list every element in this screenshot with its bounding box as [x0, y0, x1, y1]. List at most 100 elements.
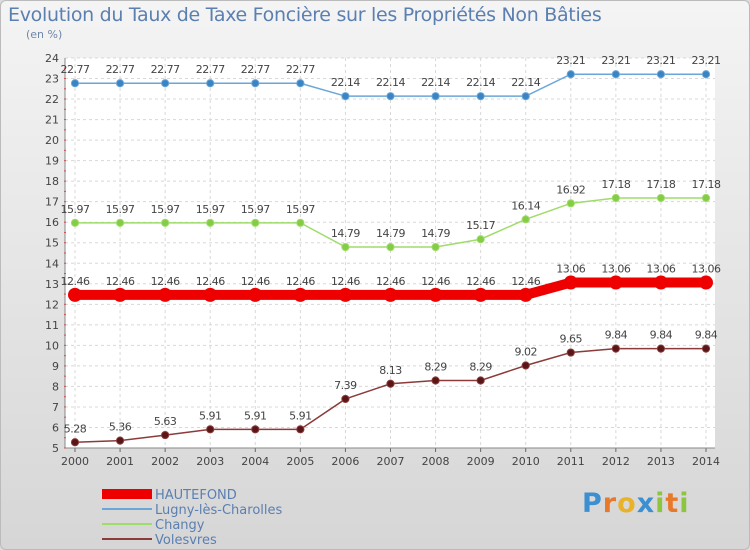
data-point [521, 361, 530, 370]
logo-letter: i [655, 488, 666, 519]
x-tick-label: 2011 [557, 455, 585, 468]
data-label: 22.14 [421, 76, 450, 89]
y-tick-label: 24 [45, 52, 59, 65]
data-point [158, 287, 173, 302]
data-label: 5.63 [154, 415, 177, 428]
data-label: 22.14 [466, 76, 495, 89]
data-label: 12.46 [151, 275, 180, 288]
data-label: 17.18 [646, 178, 675, 191]
data-point [431, 92, 440, 101]
data-point [566, 199, 575, 208]
data-point [341, 242, 350, 252]
proxiti-logo: Proxiti [582, 488, 690, 519]
data-label: 12.46 [106, 275, 135, 288]
data-point [113, 287, 128, 302]
data-label: 8.29 [424, 360, 447, 373]
data-point [341, 394, 350, 404]
x-tick-label: 2013 [647, 455, 675, 468]
data-label: 22.77 [61, 63, 90, 76]
x-tick-label: 2007 [377, 455, 405, 468]
data-label: 17.18 [692, 178, 721, 191]
data-label: 5.28 [64, 422, 87, 435]
data-point [611, 344, 620, 353]
data-point [518, 287, 533, 302]
data-label: 15.17 [466, 219, 495, 232]
data-point [521, 92, 530, 101]
data-point [701, 344, 711, 353]
x-tick-label: 2008 [422, 455, 450, 468]
data-point [68, 287, 82, 302]
data-point [161, 430, 170, 440]
data-label: 22.77 [106, 63, 135, 76]
data-point [701, 70, 711, 79]
x-tick-label: 2010 [512, 455, 540, 468]
logo-letter: r [602, 488, 618, 519]
data-label: 9.84 [650, 329, 673, 342]
data-point [386, 92, 395, 101]
data-point [431, 376, 440, 385]
data-point [476, 376, 485, 385]
data-label: 22.14 [376, 76, 405, 89]
x-tick-label: 2001 [106, 455, 134, 468]
data-label: 12.46 [61, 275, 90, 288]
data-label: 14.79 [331, 227, 360, 240]
y-tick-label: 20 [45, 134, 59, 147]
data-label: 15.97 [61, 203, 90, 216]
data-point [608, 275, 623, 290]
x-tick-label: 2014 [692, 455, 720, 468]
data-label: 13.06 [646, 263, 675, 276]
data-label: 12.46 [331, 275, 360, 288]
data-point [206, 425, 215, 434]
data-label: 12.46 [421, 275, 450, 288]
data-point [431, 242, 440, 252]
data-point [476, 235, 485, 244]
data-label: 23.21 [601, 54, 630, 67]
y-tick-label: 23 [45, 73, 59, 86]
data-label: 8.29 [469, 360, 492, 373]
logo-letter: x [636, 488, 656, 519]
data-label: 22.14 [331, 76, 360, 89]
x-tick-label: 2006 [331, 455, 359, 468]
data-point [296, 425, 305, 434]
y-tick-label: 22 [45, 93, 59, 106]
data-label: 14.79 [421, 227, 450, 240]
chart-subtitle: (en %) [26, 28, 63, 41]
data-label: 5.91 [244, 409, 267, 422]
data-point [566, 70, 575, 79]
logo-letter: o [617, 488, 637, 519]
y-tick-label: 21 [45, 114, 59, 127]
data-label: 9.84 [605, 329, 628, 342]
data-label: 23.21 [692, 54, 721, 67]
data-label: 22.77 [196, 63, 225, 76]
data-label: 22.77 [241, 63, 270, 76]
y-tick-label: 8 [52, 380, 59, 393]
data-point [611, 193, 620, 203]
legend-swatch [102, 489, 152, 499]
data-label: 9.65 [560, 333, 583, 346]
data-point [338, 287, 353, 302]
data-label: 12.46 [286, 275, 315, 288]
data-label: 14.79 [376, 227, 405, 240]
y-tick-label: 12 [45, 298, 59, 311]
y-tick-label: 6 [52, 421, 59, 434]
data-label: 22.77 [286, 63, 315, 76]
x-tick-label: 2009 [467, 455, 495, 468]
data-point [251, 425, 260, 434]
legend-label: Volesvres [155, 533, 217, 548]
y-tick-label: 5 [52, 442, 59, 455]
y-tick-label: 14 [45, 257, 59, 270]
data-label: 13.06 [601, 263, 630, 276]
data-label: 15.97 [286, 203, 315, 216]
data-point [203, 287, 218, 302]
data-label: 13.06 [692, 263, 721, 276]
legend-label: HAUTEFOND [155, 488, 237, 503]
y-tick-label: 19 [45, 155, 59, 168]
data-point [251, 218, 260, 227]
y-tick-label: 15 [45, 237, 59, 250]
data-label: 13.06 [556, 263, 585, 276]
data-point [296, 79, 305, 88]
x-tick-label: 2003 [196, 455, 224, 468]
data-label: 15.97 [106, 203, 135, 216]
data-point [248, 287, 263, 302]
